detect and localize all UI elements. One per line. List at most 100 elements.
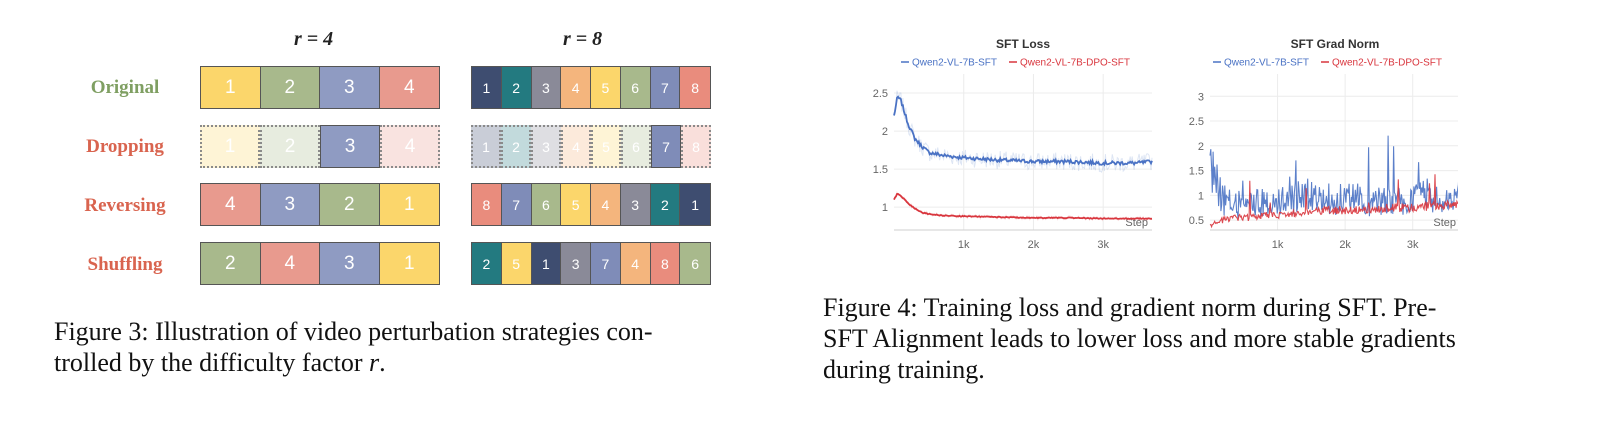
frame: 6 [531,184,562,225]
frame: 8 [650,243,681,284]
frame: 4 [260,243,320,284]
y-tick-label: 2.5 [1189,116,1204,128]
x-axis-label: Step [1433,217,1456,229]
legend-label: Qwen2-VL-7B-DPO-SFT [1332,58,1442,69]
series-raw-line [893,191,1153,222]
frame: 5 [561,184,591,225]
figure-3-caption: Figure 3: Illustration of video perturba… [54,316,744,378]
caption-line: Figure 3: Illustration of video perturba… [54,317,653,346]
frame: 4 [379,67,439,108]
x-axis-label: Step [1125,217,1148,229]
frame: 2 [501,67,532,108]
frame: 3 [561,243,591,284]
chart-title: SFT Loss [996,37,1050,51]
r4-heading: r = 4 [294,28,334,50]
frame: 3 [260,184,320,225]
frame: 1 [531,243,562,284]
frame: 8 [472,184,502,225]
caption-text: trolled by the difficulty factor [54,348,370,377]
caption-line: during training. [823,355,985,384]
y-tick-label: 1.5 [873,164,888,176]
frame: 8 [680,67,710,108]
x-tick-label: 2k [1028,239,1040,251]
y-tick-label: 0.5 [1189,215,1204,227]
row-label-dropping: Dropping [86,136,164,157]
dropped-frame: 4 [561,125,591,168]
dropped-frame: 2 [260,125,320,168]
frame: 5 [501,243,532,284]
frame: 4 [201,184,261,225]
x-tick-label: 1k [958,239,970,251]
legend-label: Qwen2-VL-7B-DPO-SFT [1020,58,1130,69]
dropped-frame: 2 [501,125,531,168]
frame: 4 [561,67,591,108]
frame: 5 [591,67,621,108]
frame: 4 [620,243,651,284]
sft-grad-norm-chart: SFT Grad Norm Qwen2-VL-7B-SFT Qwen2-VL-7B-… [1189,37,1458,251]
series-line [893,95,1153,167]
dropped-frame: 8 [681,125,711,168]
dropped-frame: 5 [591,125,621,168]
caption-line: SFT Alignment leads to lower loss and mo… [823,324,1456,353]
frame: 3 [320,125,380,168]
dropped-frame: 6 [621,125,651,168]
y-tick-label: 2.5 [873,88,888,100]
frame: 4 [591,184,621,225]
series-line [1209,174,1458,229]
dropped-frame: 4 [380,125,440,168]
y-tick-label: 1 [1198,190,1204,202]
row-label-original: Original [90,77,160,98]
row-label-reversing: Reversing [84,195,166,216]
x-tick-label: 1k [1272,239,1284,251]
series-line [1209,135,1458,219]
frame: 6 [620,67,651,108]
caption-variable: r [369,348,380,377]
y-tick-label: 1 [882,202,888,214]
row-label-shuffling: Shuffling [87,254,163,275]
figure-4-caption: Figure 4: Training loss and gradient nor… [823,292,1523,385]
dropped-frame: 1 [471,125,501,168]
frame: 1 [472,67,502,108]
chart-title: SFT Grad Norm [1291,37,1380,51]
frame: 3 [320,243,380,284]
legend-label: Qwen2-VL-7B-SFT [912,58,997,69]
frame: 1 [201,67,261,108]
dropped-frame: 3 [531,125,561,168]
caption-text: . [379,348,386,377]
caption-line: trolled by the difficulty factor r. [54,347,744,378]
x-tick-label: 3k [1097,239,1109,251]
r8-heading: r = 8 [563,28,603,50]
frame: 7 [501,184,532,225]
y-tick-label: 2 [882,126,888,138]
y-tick-label: 1.5 [1189,166,1204,178]
frame: 1 [379,184,439,225]
frame: 2 [201,243,261,284]
frame: 1 [680,184,710,225]
y-tick-label: 3 [1198,91,1204,103]
frame: 7 [651,125,681,168]
series-line [893,192,1153,220]
legend-label: Qwen2-VL-7B-SFT [1224,58,1309,69]
dropped-frame: 1 [200,125,260,168]
frame: 3 [320,67,380,108]
x-tick-label: 3k [1407,239,1419,251]
sft-loss-chart: SFT Loss Qwen2-VL-7B-SFT Qwen2-VL-7B-DPO-S… [873,37,1153,251]
frame: 3 [531,67,562,108]
frame: 2 [320,184,380,225]
caption-line: Figure 4: Training loss and gradient nor… [823,293,1437,322]
frame: 2 [260,67,320,108]
frame: 3 [620,184,651,225]
y-tick-label: 2 [1198,141,1204,153]
frame: 2 [650,184,681,225]
frame: 7 [650,67,681,108]
x-tick-label: 2k [1339,239,1351,251]
frame: 1 [379,243,439,284]
